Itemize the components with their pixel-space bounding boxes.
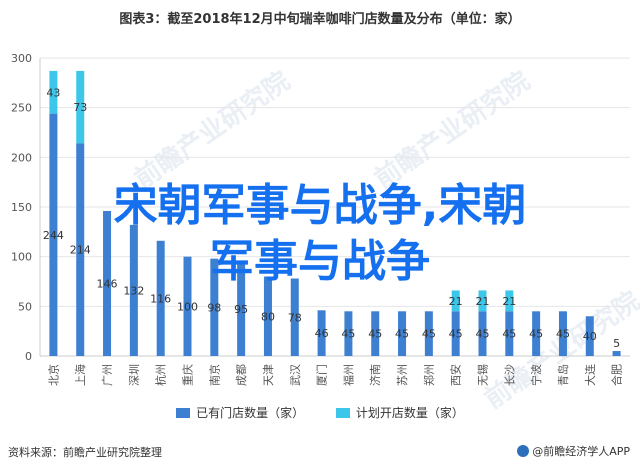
data-label-existing: 78 (288, 311, 302, 324)
x-tick-label: 杭州 (154, 364, 168, 386)
y-tick-label: 150 (11, 201, 32, 214)
x-tick-label: 福州 (341, 364, 355, 386)
data-label-planned: 21 (476, 295, 490, 308)
bar-planned (49, 70, 58, 114)
bar-existing (532, 311, 541, 356)
chart-legend: 已有门店数量（家） 计划开店数量（家） (0, 404, 640, 421)
legend-swatch-planned (335, 408, 350, 418)
x-tick-label: 苏州 (396, 364, 409, 386)
x-tick-label: 北京 (46, 364, 60, 386)
y-tick-label: 0 (25, 350, 32, 363)
x-tick-label: 合肥 (610, 364, 624, 386)
y-tick-label: 100 (11, 251, 32, 264)
data-label-existing: 45 (341, 328, 355, 341)
x-tick-label: 南京 (207, 364, 221, 386)
headline-line-1: 宋朝军事与战争,宋朝 (113, 180, 527, 231)
bar-existing (76, 143, 85, 356)
data-label-planned: 21 (449, 295, 463, 308)
bar-existing (344, 311, 353, 356)
data-label-existing: 100 (177, 300, 198, 313)
brand-credit: @前瞻经济学人APP (517, 443, 630, 459)
data-label-existing: 132 (123, 284, 144, 297)
data-label-existing: 45 (556, 328, 570, 341)
data-label-existing: 98 (207, 301, 221, 314)
data-label-planned: 21 (502, 295, 516, 308)
x-tick-label: 重庆 (181, 364, 195, 386)
bar-existing (317, 310, 326, 356)
bar-existing (398, 311, 407, 356)
bar-existing (129, 224, 138, 356)
bar-planned (451, 290, 460, 312)
brand-logo-icon (517, 445, 530, 457)
bar-existing (371, 311, 380, 356)
bar-planned (505, 290, 514, 312)
data-label-planned: 73 (73, 101, 87, 114)
bar-chart: 0 50 100 150 200 250 300 43 244 北京 73 214 上海 146 广州 132… (11, 52, 630, 386)
x-tick-label: 深圳 (128, 364, 141, 386)
chart-title: 图表3：截至2018年12月中旬瑞幸咖啡门店数量及分布（单位：家） (119, 12, 521, 27)
data-label-existing: 46 (315, 327, 329, 340)
bar-existing (237, 261, 246, 356)
source-note: 资料来源：前瞻产业研究院整理 (8, 446, 162, 459)
brand-text: @前瞻经济学人APP (532, 445, 630, 458)
data-label-existing: 45 (502, 328, 516, 341)
x-tick-label: 武汉 (289, 364, 302, 386)
legend-item-planned: 计划开店数量（家） (335, 404, 464, 421)
legend-label-existing: 已有门店数量（家） (196, 406, 305, 420)
bar-planned (478, 290, 487, 312)
x-tick-label: 长沙 (503, 364, 516, 386)
data-label-existing: 40 (583, 330, 597, 343)
headline-line-2: 军事与战争 (210, 236, 430, 287)
data-label-planned: 43 (46, 86, 60, 99)
data-label-existing: 5 (613, 337, 620, 350)
bar-existing (290, 278, 299, 356)
bar-existing (558, 311, 567, 356)
data-label-existing: 244 (43, 229, 64, 242)
x-tick-label: 无锡 (476, 364, 490, 386)
x-tick-label: 大连 (583, 364, 597, 386)
bar-existing (478, 311, 487, 356)
y-tick-label: 200 (11, 151, 32, 164)
bar-existing (585, 316, 594, 356)
y-tick-label: 50 (18, 300, 32, 313)
bar-existing (263, 276, 272, 356)
x-tick-label: 宁波 (529, 364, 543, 386)
bar-existing (183, 256, 192, 356)
bar-existing (210, 258, 219, 356)
legend-swatch-existing (176, 408, 191, 418)
x-tick-label: 天津 (262, 364, 275, 386)
overlay-headline: 宋朝军事与战争,宋朝 军事与战争 (0, 178, 640, 290)
data-label-existing: 146 (97, 277, 118, 290)
data-label-existing: 45 (449, 328, 463, 341)
bar-existing (424, 311, 433, 356)
bar-existing (103, 210, 112, 356)
bar-existing (505, 311, 514, 356)
y-tick-label: 300 (11, 52, 32, 65)
data-label-existing: 95 (234, 303, 248, 316)
x-tick-label: 成都 (235, 364, 248, 386)
x-tick-label: 青岛 (556, 364, 570, 386)
data-label-existing: 45 (529, 328, 543, 341)
x-tick-label: 济南 (368, 364, 382, 386)
data-label-existing: 45 (368, 328, 382, 341)
data-label-existing: 116 (150, 292, 171, 305)
x-tick-label: 西安 (449, 364, 463, 386)
bar-planned (76, 70, 85, 144)
data-label-existing: 80 (261, 310, 275, 323)
x-tick-label: 厦门 (315, 364, 329, 386)
x-tick-label: 广州 (101, 364, 114, 386)
x-tick-label: 上海 (73, 364, 87, 386)
data-label-existing: 45 (422, 328, 436, 341)
data-label-existing: 45 (395, 328, 409, 341)
y-tick-label: 250 (11, 102, 32, 115)
x-tick-label: 郑州 (422, 364, 436, 386)
legend-label-planned: 计划开店数量（家） (355, 406, 464, 420)
legend-item-existing: 已有门店数量（家） (176, 404, 304, 421)
data-label-existing: 214 (70, 244, 91, 257)
bar-existing (156, 240, 165, 356)
bar-existing (612, 351, 621, 356)
bar-existing (49, 113, 58, 356)
data-label-existing: 45 (476, 328, 490, 341)
bar-existing (451, 311, 460, 356)
